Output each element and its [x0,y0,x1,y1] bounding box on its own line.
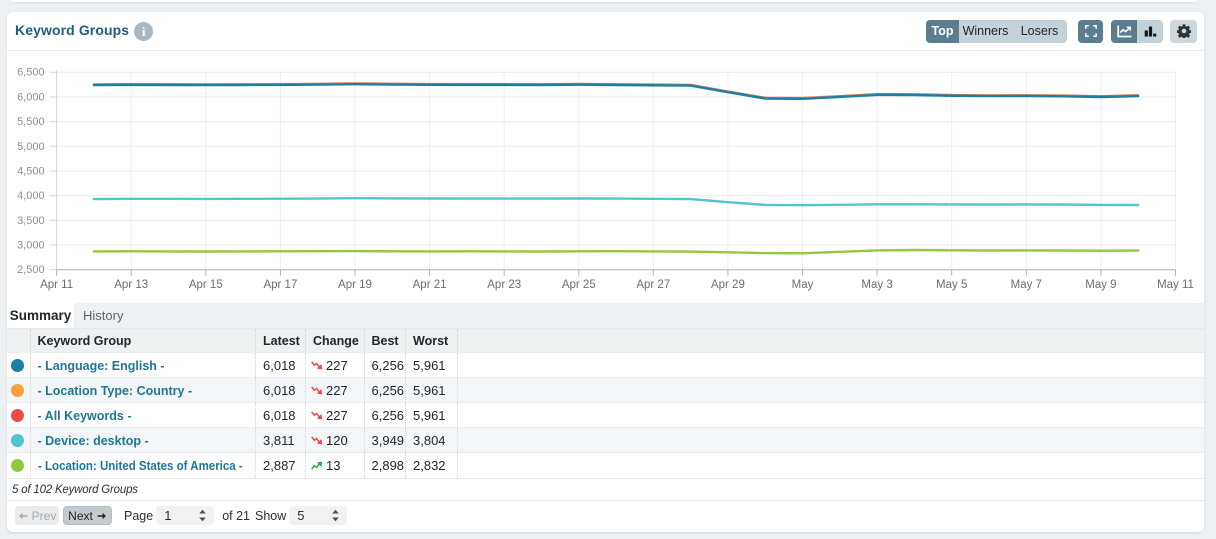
svg-text:Apr 27: Apr 27 [636,279,670,291]
svg-text:May 3: May 3 [861,279,892,291]
svg-text:3,000: 3,000 [17,240,45,252]
svg-text:4,500: 4,500 [17,165,45,177]
svg-text:Apr 23: Apr 23 [487,279,521,291]
svg-text:2,500: 2,500 [17,264,45,276]
svg-text:Apr 17: Apr 17 [263,279,297,291]
svg-text:Apr 11: Apr 11 [40,279,73,291]
svg-text:Apr 29: Apr 29 [711,279,745,291]
svg-text:6,000: 6,000 [17,91,45,103]
svg-text:3,500: 3,500 [17,215,45,227]
svg-text:5,500: 5,500 [17,116,45,128]
svg-text:Apr 25: Apr 25 [562,279,596,291]
svg-text:6,500: 6,500 [17,67,45,79]
svg-text:May: May [792,279,814,291]
svg-text:5,000: 5,000 [17,141,45,153]
svg-text:4,000: 4,000 [17,190,45,202]
svg-text:May 7: May 7 [1011,279,1042,291]
svg-text:Apr 21: Apr 21 [413,279,447,291]
svg-text:May 9: May 9 [1085,279,1116,291]
svg-text:Apr 19: Apr 19 [338,279,372,291]
svg-text:May 11: May 11 [1157,279,1194,291]
svg-text:Apr 15: Apr 15 [189,279,223,291]
svg-text:May 5: May 5 [936,279,967,291]
svg-text:Apr 13: Apr 13 [114,279,148,291]
